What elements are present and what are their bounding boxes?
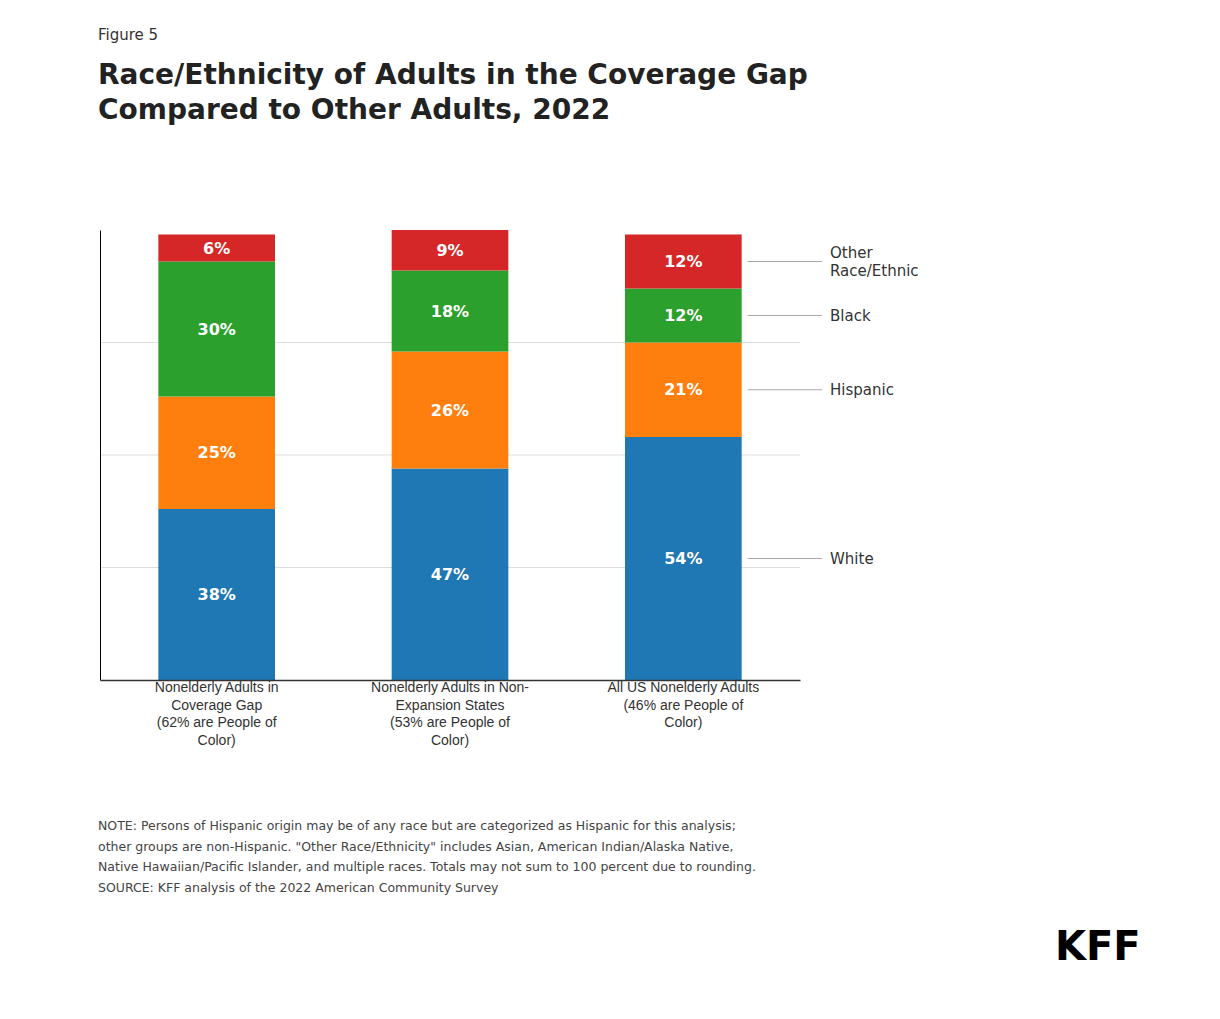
y-axis-line xyxy=(100,231,101,681)
data-label: 12% xyxy=(664,252,702,271)
chart: Figure 5 Race/Ethnicity of Adults in the … xyxy=(0,0,1220,1019)
y-axis xyxy=(100,231,101,681)
legend-leader xyxy=(748,315,822,316)
x-tick-label: All US Nonelderly Adults(46% are People … xyxy=(607,679,759,730)
bar-segment xyxy=(392,271,509,352)
data-label: 21% xyxy=(664,380,702,399)
legend-leader xyxy=(748,389,822,390)
x-axis: Nonelderly Adults inCoverage Gap(62% are… xyxy=(101,679,801,748)
data-label: 12% xyxy=(664,306,702,325)
data-label: 18% xyxy=(431,302,469,321)
x-tick: All US Nonelderly Adults(46% are People … xyxy=(607,679,759,730)
bar-segment xyxy=(158,235,275,262)
bar-segment xyxy=(625,437,742,680)
data-label: 47% xyxy=(431,565,469,584)
legend-leader xyxy=(748,261,822,262)
legend-entry: OtherRace/Ethnic xyxy=(830,244,919,280)
bar-segment xyxy=(158,509,275,680)
bar-segment xyxy=(625,343,742,438)
data-label: 9% xyxy=(436,241,463,260)
bar-segment xyxy=(158,262,275,397)
bar-segment xyxy=(158,397,275,510)
bar-segment xyxy=(392,230,509,271)
data-label: 38% xyxy=(198,585,236,604)
x-tick-label: Nonelderly Adults inCoverage Gap(62% are… xyxy=(155,679,279,748)
bar-segment xyxy=(392,352,509,469)
bar-segment xyxy=(392,469,509,681)
figure-label: Figure 5 xyxy=(98,26,158,44)
note: NOTE: Persons of Hispanic origin may be … xyxy=(98,818,756,895)
plot: 38% 47% 54% 25% 26% 21% 30% 18% 12% 6% 9% 12% Noneld… xyxy=(100,230,801,748)
data-labels: 38% 47% 54% 25% 26% 21% 30% 18% 12% 6% 9% 12% xyxy=(198,239,703,605)
data-label: 6% xyxy=(203,239,230,258)
legend: White Hispanic Black OtherRace/Ethnic xyxy=(748,244,919,568)
data-label: 30% xyxy=(198,320,236,339)
data-label: 54% xyxy=(664,549,702,568)
title: Race/Ethnicity of Adults in the Coverage… xyxy=(98,58,808,126)
x-tick: Nonelderly Adults inCoverage Gap(62% are… xyxy=(155,679,279,748)
x-tick-label: Nonelderly Adults in Non-Expansion State… xyxy=(371,679,529,748)
logo: KFF xyxy=(1055,923,1141,969)
legend-entry: Hispanic xyxy=(830,381,894,399)
data-label: 25% xyxy=(198,443,236,462)
legend-entry: Black xyxy=(830,307,871,325)
bar-segment xyxy=(625,289,742,343)
x-tick: Nonelderly Adults in Non-Expansion State… xyxy=(371,679,529,748)
bar-segment xyxy=(625,235,742,289)
series xyxy=(158,230,741,289)
data-label: 26% xyxy=(431,401,469,420)
legend-leader xyxy=(748,558,822,559)
bars xyxy=(158,230,741,680)
legend-entry: White xyxy=(830,550,874,568)
